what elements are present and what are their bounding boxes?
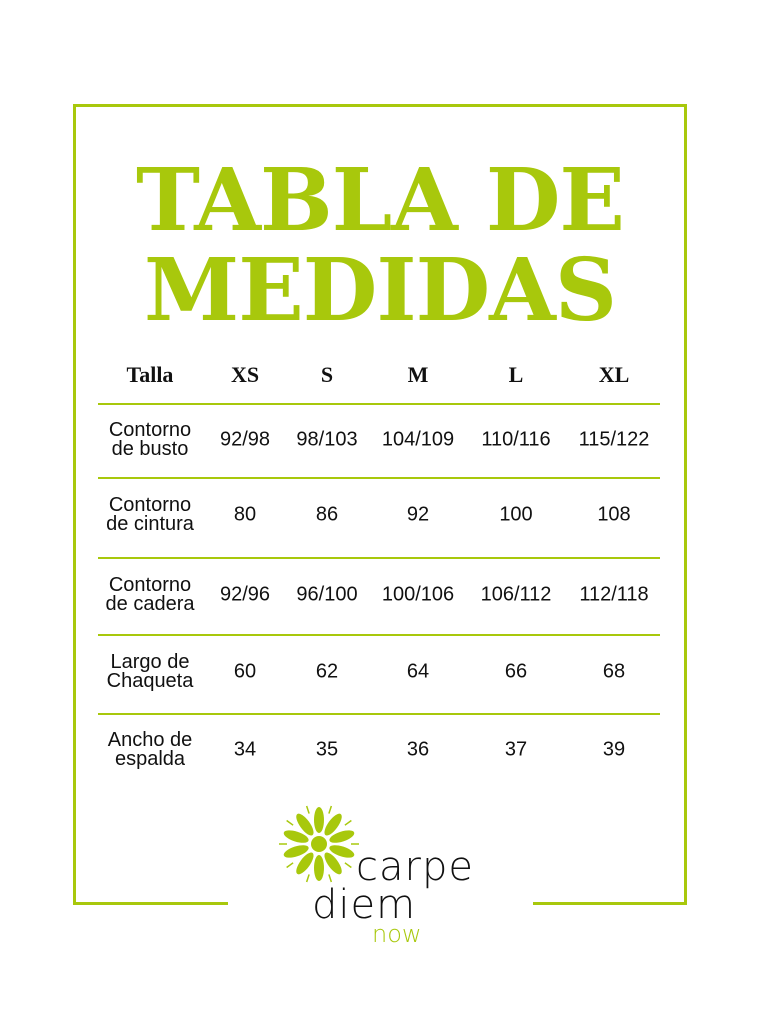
petal bbox=[314, 807, 324, 833]
ray bbox=[305, 805, 310, 814]
frame-right bbox=[684, 104, 687, 905]
header-talla: Talla bbox=[126, 362, 174, 387]
logo-text-now: now bbox=[372, 920, 422, 948]
frame-top bbox=[74, 104, 687, 107]
row-divider bbox=[98, 557, 660, 559]
row-divider bbox=[98, 403, 660, 405]
table-cell: 36 bbox=[406, 738, 430, 761]
table-cell: 92/98 bbox=[219, 428, 271, 451]
row-label: Ancho de espalda bbox=[107, 729, 193, 770]
petal bbox=[314, 855, 324, 881]
page-title-line1: TABLA DE bbox=[136, 150, 625, 251]
frame-left bbox=[73, 104, 76, 905]
petal bbox=[283, 830, 309, 843]
table-cell: 80 bbox=[233, 503, 257, 526]
table-cell: 66 bbox=[504, 660, 528, 683]
logo-text-diem: diem bbox=[312, 882, 417, 928]
ray bbox=[305, 874, 310, 883]
row-label-line: Ancho de bbox=[107, 729, 193, 751]
table-cell: 37 bbox=[504, 738, 528, 761]
frame-bottom-left bbox=[73, 902, 228, 905]
table-cell: 35 bbox=[315, 738, 339, 761]
petal bbox=[296, 852, 314, 875]
petal bbox=[324, 813, 342, 836]
daisy-flower-icon bbox=[279, 805, 359, 883]
petal bbox=[324, 852, 342, 875]
row-label-line: espalda bbox=[114, 748, 186, 770]
table-cell: 98/103 bbox=[296, 428, 358, 451]
table-cell: 96/100 bbox=[296, 583, 358, 606]
row-label-line: Chaqueta bbox=[106, 670, 194, 692]
table-cell: 100/106 bbox=[381, 583, 455, 606]
row-label: Contorno de cintura bbox=[106, 494, 194, 535]
frame-bottom-right bbox=[533, 902, 687, 905]
table-cell: 110/116 bbox=[481, 428, 551, 451]
table-cell: 104/109 bbox=[381, 428, 455, 451]
row-label-line: Contorno bbox=[108, 574, 192, 596]
header-xl: XL bbox=[598, 362, 630, 387]
logo-text-carpe: carpe bbox=[356, 844, 474, 890]
table-cell: 68 bbox=[602, 660, 626, 683]
ray bbox=[328, 874, 333, 883]
petal bbox=[329, 830, 355, 843]
header-m: M bbox=[407, 362, 429, 387]
table-cell: 112/118 bbox=[579, 583, 649, 606]
row-label-line: de busto bbox=[111, 438, 189, 460]
ray bbox=[344, 862, 352, 869]
ray bbox=[328, 805, 333, 814]
table-cell: 92 bbox=[406, 503, 430, 526]
row-label: Contorno de cadera bbox=[105, 574, 195, 615]
table-cell: 86 bbox=[315, 503, 339, 526]
row-label-line: Contorno bbox=[108, 494, 192, 516]
page-title-line2: MEDIDAS bbox=[144, 240, 617, 341]
petal bbox=[283, 845, 309, 858]
header-s: S bbox=[320, 362, 334, 387]
ray bbox=[286, 819, 294, 826]
table-cell: 60 bbox=[233, 660, 257, 683]
table-cell: 92/96 bbox=[219, 583, 271, 606]
carpe-diem-logo: carpe diem now bbox=[276, 800, 496, 960]
row-label-line: de cadera bbox=[105, 593, 195, 615]
petal bbox=[296, 813, 314, 836]
row-divider bbox=[98, 477, 660, 479]
row-label: Largo de Chaqueta bbox=[106, 651, 194, 692]
table-cell: 115/122 bbox=[578, 428, 650, 451]
table-cell: 34 bbox=[233, 738, 257, 761]
table-cell: 62 bbox=[315, 660, 339, 683]
header-l: L bbox=[508, 362, 524, 387]
table-cell: 100 bbox=[499, 503, 533, 526]
petal bbox=[329, 845, 355, 858]
ray bbox=[344, 819, 352, 826]
table-cell: 39 bbox=[602, 738, 626, 761]
row-label-line: Contorno bbox=[108, 419, 192, 441]
row-divider bbox=[98, 634, 660, 636]
row-label-line: de cintura bbox=[106, 513, 194, 535]
table-cell: 108 bbox=[597, 503, 631, 526]
row-divider bbox=[98, 713, 660, 715]
ray bbox=[286, 862, 294, 869]
row-label-line: Largo de bbox=[110, 651, 190, 673]
row-label: Contorno de busto bbox=[108, 419, 192, 460]
table-cell: 64 bbox=[406, 660, 430, 683]
table-cell: 106/112 bbox=[480, 583, 552, 606]
header-xs: XS bbox=[230, 362, 260, 387]
